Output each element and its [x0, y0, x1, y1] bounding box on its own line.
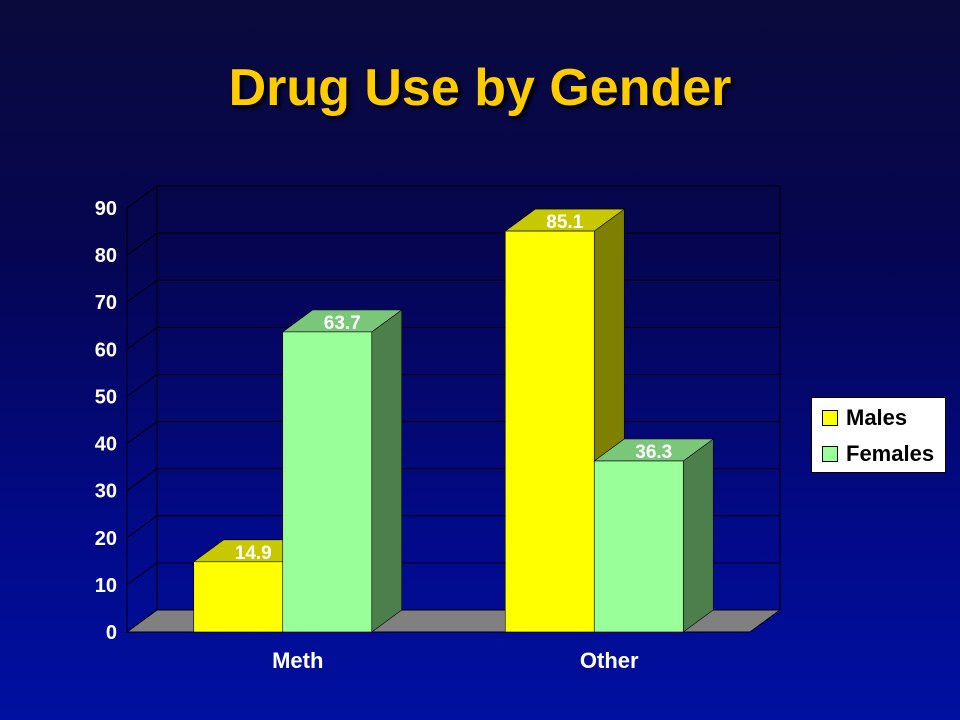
legend-item-females: Females — [822, 440, 934, 468]
y-tick-label: 0 — [106, 622, 117, 644]
x-axis-category-labels: Meth Other — [272, 648, 639, 673]
y-tick-label: 20 — [95, 528, 117, 550]
slide-title: Drug Use by Gender — [228, 59, 732, 117]
data-label: 85.1 — [546, 212, 583, 233]
legend-label: Females — [846, 441, 935, 466]
legend-swatch-males — [822, 410, 838, 426]
data-label: 63.7 — [324, 313, 361, 334]
y-tick-label: 80 — [95, 245, 117, 267]
y-tick-label: 10 — [95, 575, 117, 597]
gridline — [126, 373, 780, 397]
legend-label: Males — [846, 405, 908, 430]
legend-item-males: Males — [822, 404, 907, 432]
bar — [504, 230, 595, 633]
data-label: 14.9 — [235, 543, 272, 564]
y-tick-label: 40 — [95, 434, 117, 456]
bar — [282, 331, 373, 633]
y-tick-label: 50 — [95, 386, 117, 408]
y-tick-label: 70 — [95, 292, 117, 314]
x-category-label: Other — [580, 648, 639, 673]
gridline — [126, 279, 780, 303]
legend-swatch-females — [822, 446, 838, 462]
data-labels: 14.9 63.7 85.1 36.3 — [235, 212, 672, 564]
gridline — [126, 185, 780, 209]
bar-side — [371, 309, 403, 633]
bars — [192, 208, 715, 633]
bar — [193, 561, 284, 633]
bar — [593, 460, 684, 633]
gridline — [126, 326, 780, 350]
data-label: 36.3 — [635, 442, 672, 463]
y-tick-label: 90 — [95, 198, 117, 220]
gridline — [126, 232, 780, 256]
y-axis-tick-labels: 0 10 20 30 40 50 60 70 80 90 — [95, 198, 117, 644]
y-tick-label: 60 — [95, 339, 117, 361]
y-tick-label: 30 — [95, 481, 117, 503]
bar-side — [682, 438, 714, 633]
legend: Males Females — [811, 397, 946, 473]
x-category-label: Meth — [272, 648, 323, 673]
